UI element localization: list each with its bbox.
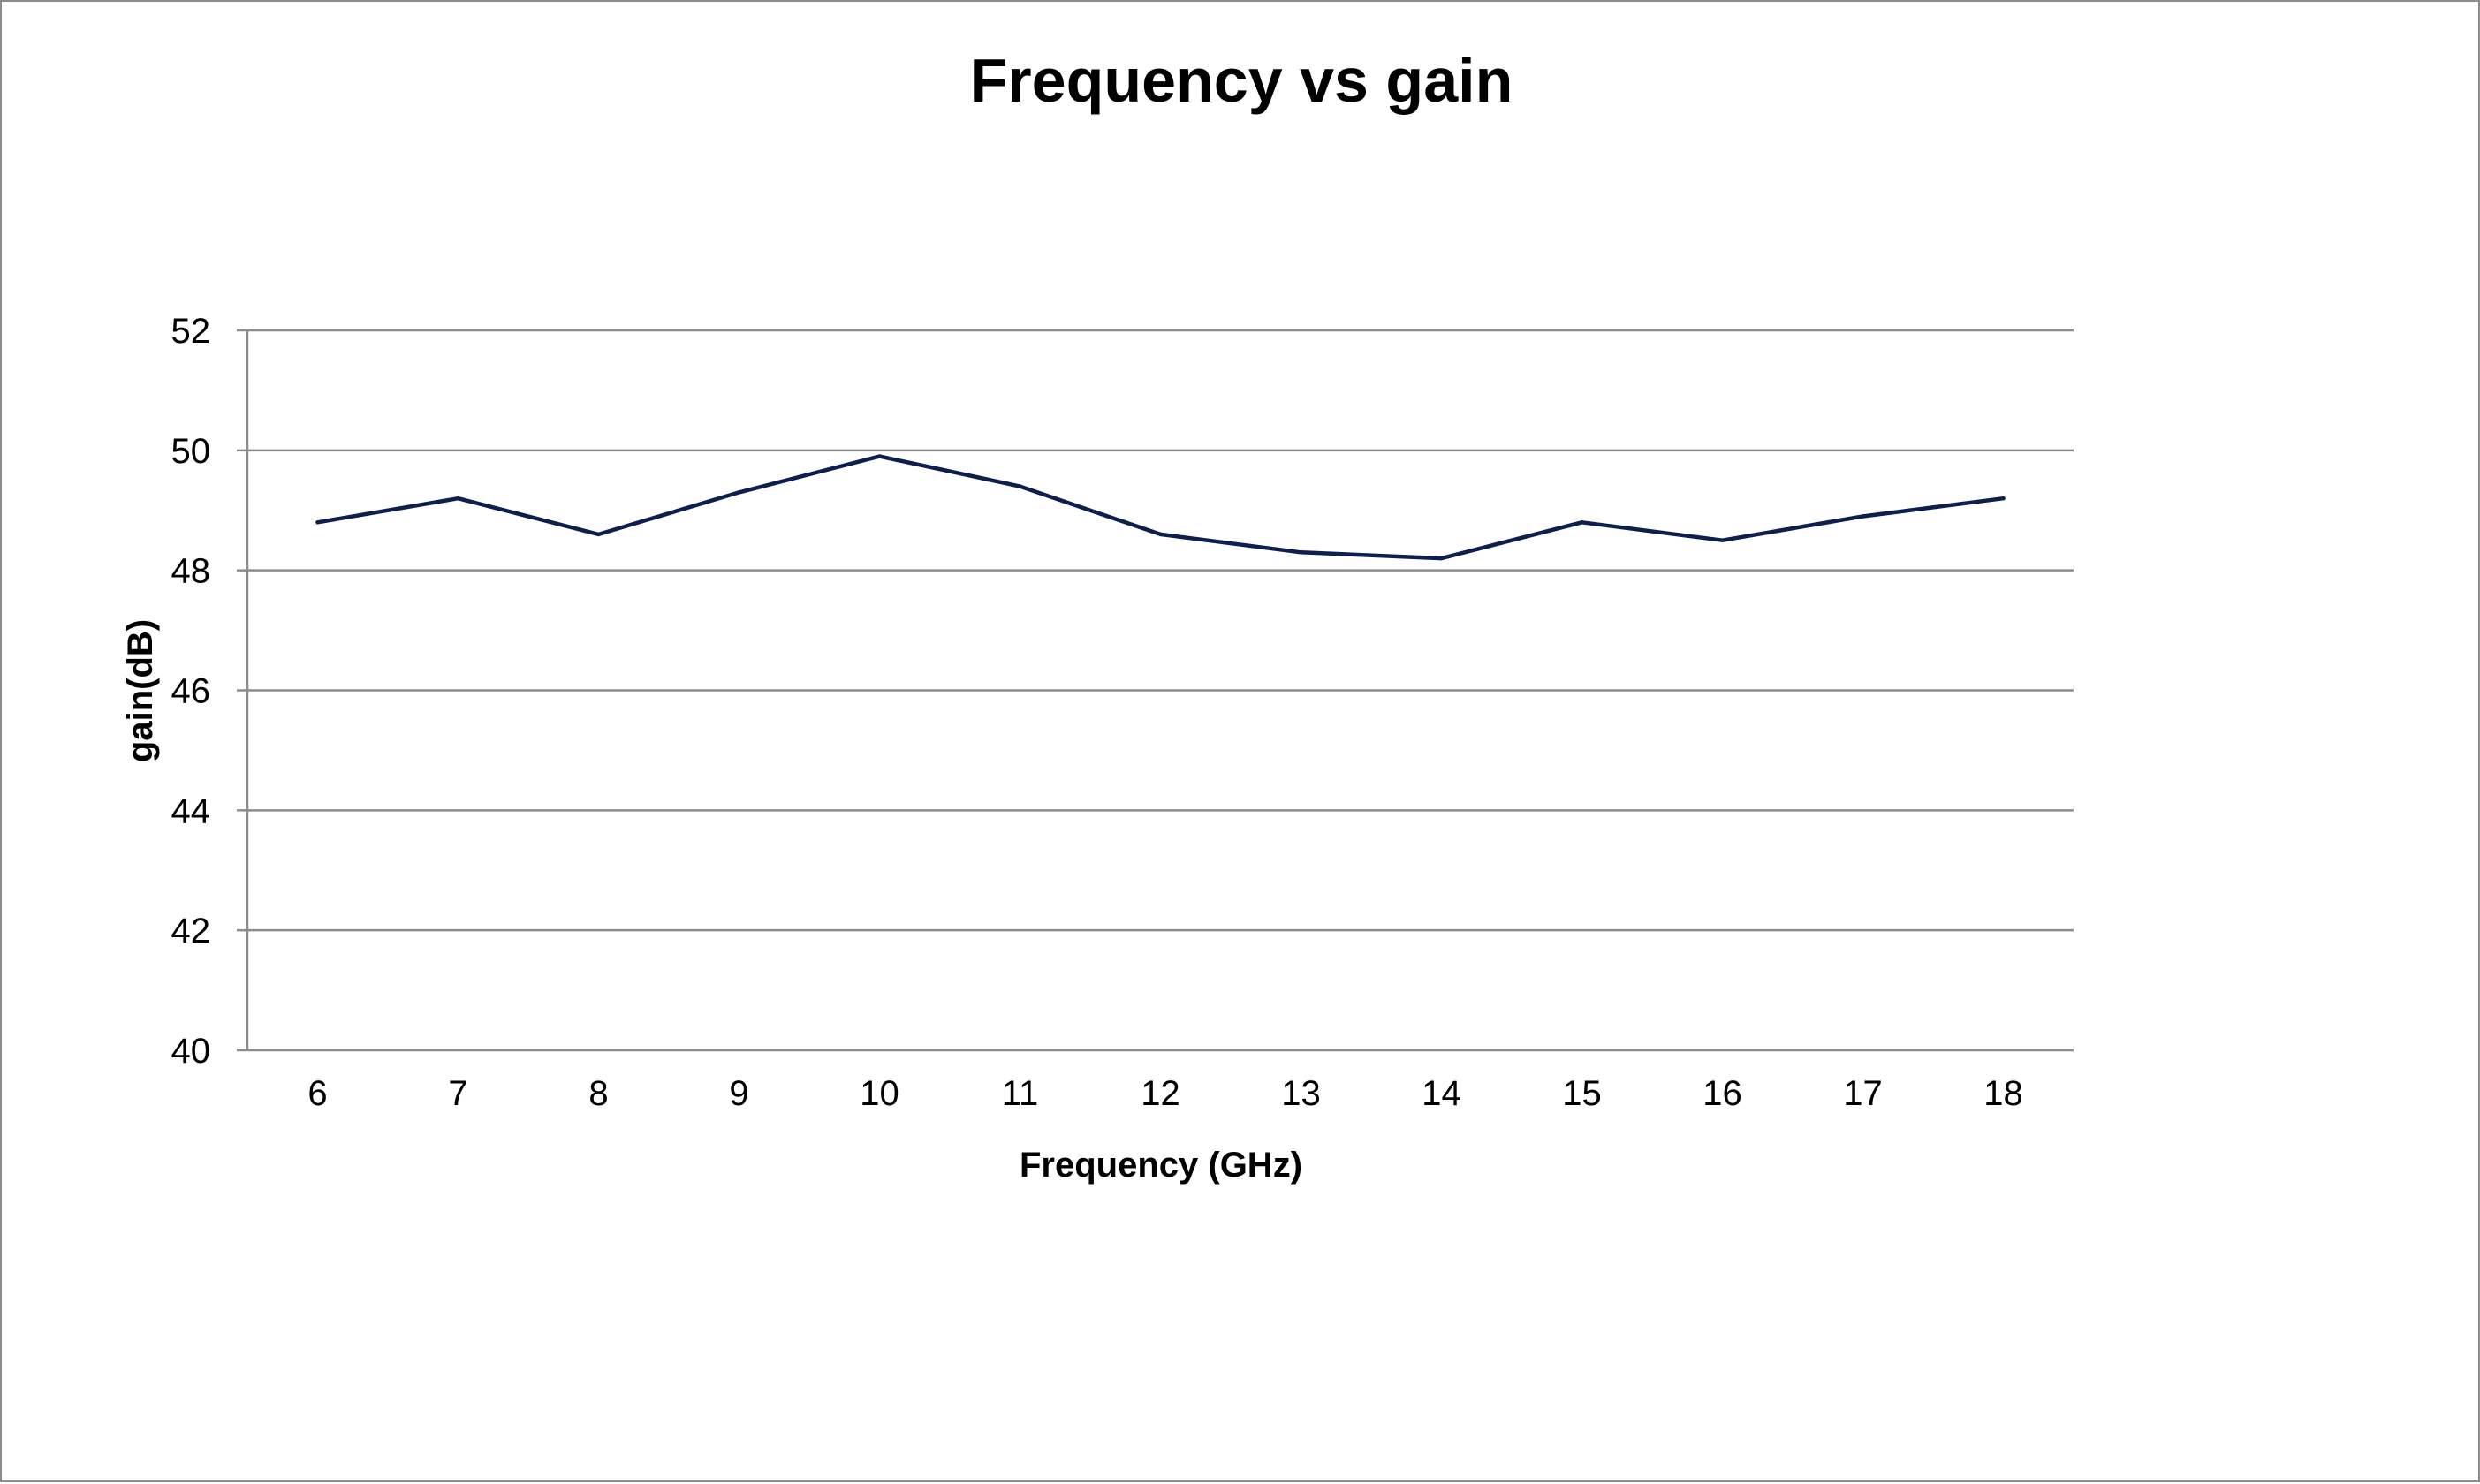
- x-tick-label: 13: [1281, 1074, 1321, 1113]
- x-tick-label: 8: [588, 1074, 608, 1113]
- data-point: [1018, 484, 1022, 488]
- y-tick-label: 52: [171, 312, 211, 351]
- y-tick-label: 46: [171, 672, 211, 711]
- y-axis-tick-labels: 40 42 44 46 48 50 52: [171, 312, 211, 1071]
- y-tick-label: 42: [171, 912, 211, 950]
- x-tick-label: 10: [860, 1074, 899, 1113]
- gridlines: [237, 329, 2074, 1052]
- x-tick-label: 14: [1422, 1074, 1461, 1113]
- data-point: [737, 490, 741, 495]
- data-point: [1299, 550, 1303, 555]
- x-tick-label: 17: [1843, 1074, 1883, 1113]
- data-point: [1720, 538, 1725, 542]
- data-point: [1861, 514, 1865, 519]
- y-tick-label: 40: [171, 1032, 211, 1071]
- x-tick-label: 11: [1002, 1074, 1039, 1113]
- data-point: [1580, 520, 1584, 525]
- y-axis-title: gain(dB): [121, 619, 160, 762]
- x-axis-tick-labels: 6 7 8 9 10 11 12 13 14 15 16 17 18: [307, 1074, 2022, 1113]
- data-point: [596, 532, 601, 537]
- x-tick-label: 15: [1562, 1074, 1602, 1113]
- x-tick-label: 9: [729, 1074, 748, 1113]
- chart-title: Frequency vs gain: [970, 46, 1513, 115]
- x-tick-label: 18: [1983, 1074, 2023, 1113]
- y-tick-label: 48: [171, 552, 211, 591]
- x-tick-label: 6: [307, 1074, 327, 1113]
- x-tick-label: 16: [1703, 1074, 1742, 1113]
- y-tick-label: 44: [171, 791, 211, 830]
- data-point: [2001, 496, 2006, 501]
- y-tick-label: 50: [171, 432, 211, 471]
- data-point: [877, 454, 882, 458]
- data-point: [315, 520, 320, 525]
- x-tick-label: 12: [1141, 1074, 1180, 1113]
- data-point: [456, 496, 460, 501]
- x-axis-title: Frequency (GHz): [1020, 1146, 1302, 1185]
- x-tick-label: 7: [448, 1074, 467, 1113]
- series-line: [315, 454, 2006, 561]
- data-point: [1158, 532, 1163, 537]
- data-point: [1439, 556, 1444, 561]
- series-group: [315, 454, 2006, 561]
